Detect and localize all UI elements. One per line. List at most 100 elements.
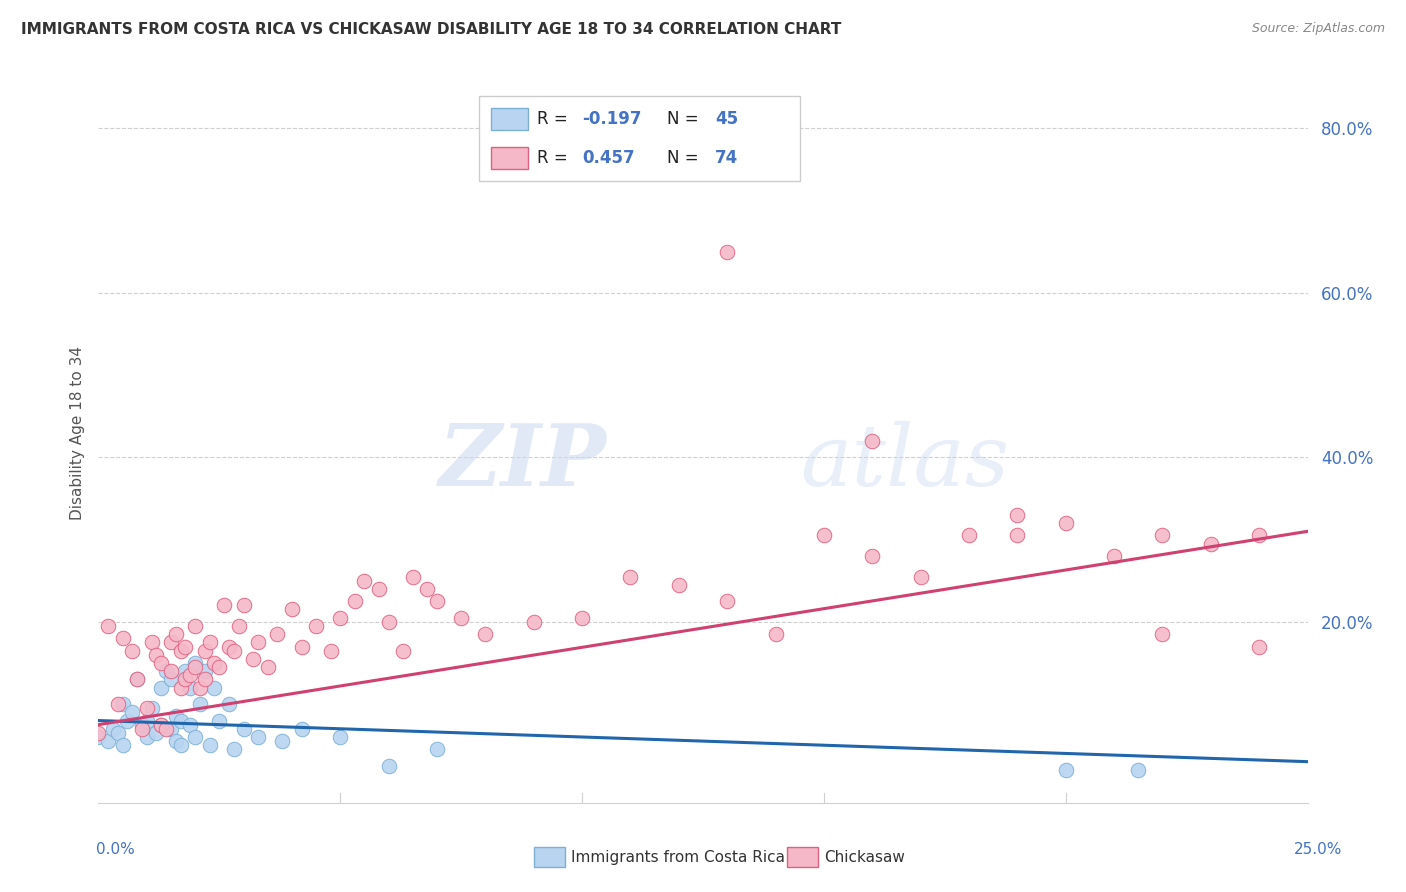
- Point: [281, 602, 304, 616]
- Point: [127, 673, 149, 687]
- Point: [184, 730, 207, 744]
- Point: [1102, 549, 1125, 563]
- Point: [271, 734, 294, 748]
- Point: [127, 673, 149, 687]
- Point: [165, 709, 187, 723]
- Point: [1199, 536, 1222, 550]
- Text: -0.197: -0.197: [582, 110, 641, 128]
- Point: [242, 652, 264, 666]
- Point: [141, 635, 163, 649]
- Point: [179, 668, 201, 682]
- Point: [416, 582, 439, 596]
- Point: [329, 611, 352, 625]
- Point: [957, 528, 980, 542]
- Point: [204, 656, 226, 670]
- Point: [247, 730, 270, 744]
- Point: [179, 717, 201, 731]
- Bar: [492, 108, 527, 130]
- Point: [101, 722, 124, 736]
- Text: N =: N =: [666, 110, 703, 128]
- Point: [198, 738, 221, 752]
- Point: [165, 627, 187, 641]
- Point: [107, 697, 129, 711]
- Text: 74: 74: [716, 149, 738, 167]
- Point: [117, 714, 139, 728]
- Point: [1128, 763, 1150, 777]
- Point: [174, 664, 197, 678]
- Point: [290, 722, 312, 736]
- Point: [247, 635, 270, 649]
- Point: [184, 656, 207, 670]
- Point: [305, 619, 328, 633]
- Point: [184, 660, 207, 674]
- Point: [198, 635, 221, 649]
- Point: [256, 660, 278, 674]
- Text: R =: R =: [537, 110, 574, 128]
- Text: 25.0%: 25.0%: [1295, 842, 1343, 856]
- Point: [174, 673, 197, 687]
- Point: [169, 681, 191, 695]
- Point: [765, 627, 787, 641]
- Text: 45: 45: [716, 110, 738, 128]
- Point: [222, 742, 245, 756]
- Text: atlas: atlas: [800, 421, 1010, 504]
- Point: [160, 664, 183, 678]
- Point: [174, 673, 197, 687]
- Point: [377, 615, 399, 629]
- Point: [150, 656, 173, 670]
- Point: [208, 714, 231, 728]
- Point: [1007, 528, 1029, 542]
- Point: [1152, 627, 1174, 641]
- Point: [353, 574, 375, 588]
- Point: [150, 717, 173, 731]
- Point: [571, 611, 593, 625]
- Point: [169, 714, 191, 728]
- Point: [169, 643, 191, 657]
- Point: [188, 697, 211, 711]
- Point: [141, 701, 163, 715]
- Point: [218, 640, 240, 654]
- Point: [150, 681, 173, 695]
- Point: [174, 640, 197, 654]
- Point: [1249, 640, 1271, 654]
- Point: [111, 738, 134, 752]
- Text: Chickasaw: Chickasaw: [824, 850, 905, 864]
- Point: [188, 681, 211, 695]
- Text: N =: N =: [666, 149, 703, 167]
- Point: [111, 632, 134, 646]
- Point: [668, 578, 690, 592]
- Point: [1054, 516, 1077, 530]
- Point: [716, 244, 738, 259]
- Point: [860, 434, 883, 448]
- Point: [87, 726, 110, 740]
- Point: [232, 722, 254, 736]
- FancyBboxPatch shape: [479, 95, 800, 181]
- Point: [619, 569, 641, 583]
- Point: [910, 569, 932, 583]
- Point: [184, 619, 207, 633]
- Point: [194, 664, 217, 678]
- Point: [266, 627, 288, 641]
- Point: [1007, 508, 1029, 522]
- Point: [145, 726, 167, 740]
- Point: [97, 619, 120, 633]
- Point: [377, 758, 399, 772]
- Point: [107, 726, 129, 740]
- Point: [160, 673, 183, 687]
- Point: [1152, 528, 1174, 542]
- Point: [716, 594, 738, 608]
- Point: [150, 717, 173, 731]
- Point: [329, 730, 352, 744]
- Point: [165, 734, 187, 748]
- Point: [290, 640, 312, 654]
- Point: [232, 599, 254, 613]
- Point: [169, 738, 191, 752]
- Point: [523, 615, 546, 629]
- Point: [319, 643, 342, 657]
- Point: [87, 730, 110, 744]
- Point: [135, 701, 157, 715]
- Point: [426, 594, 449, 608]
- Text: IMMIGRANTS FROM COSTA RICA VS CHICKASAW DISABILITY AGE 18 TO 34 CORRELATION CHAR: IMMIGRANTS FROM COSTA RICA VS CHICKASAW …: [21, 22, 841, 37]
- Point: [160, 635, 183, 649]
- Point: [222, 643, 245, 657]
